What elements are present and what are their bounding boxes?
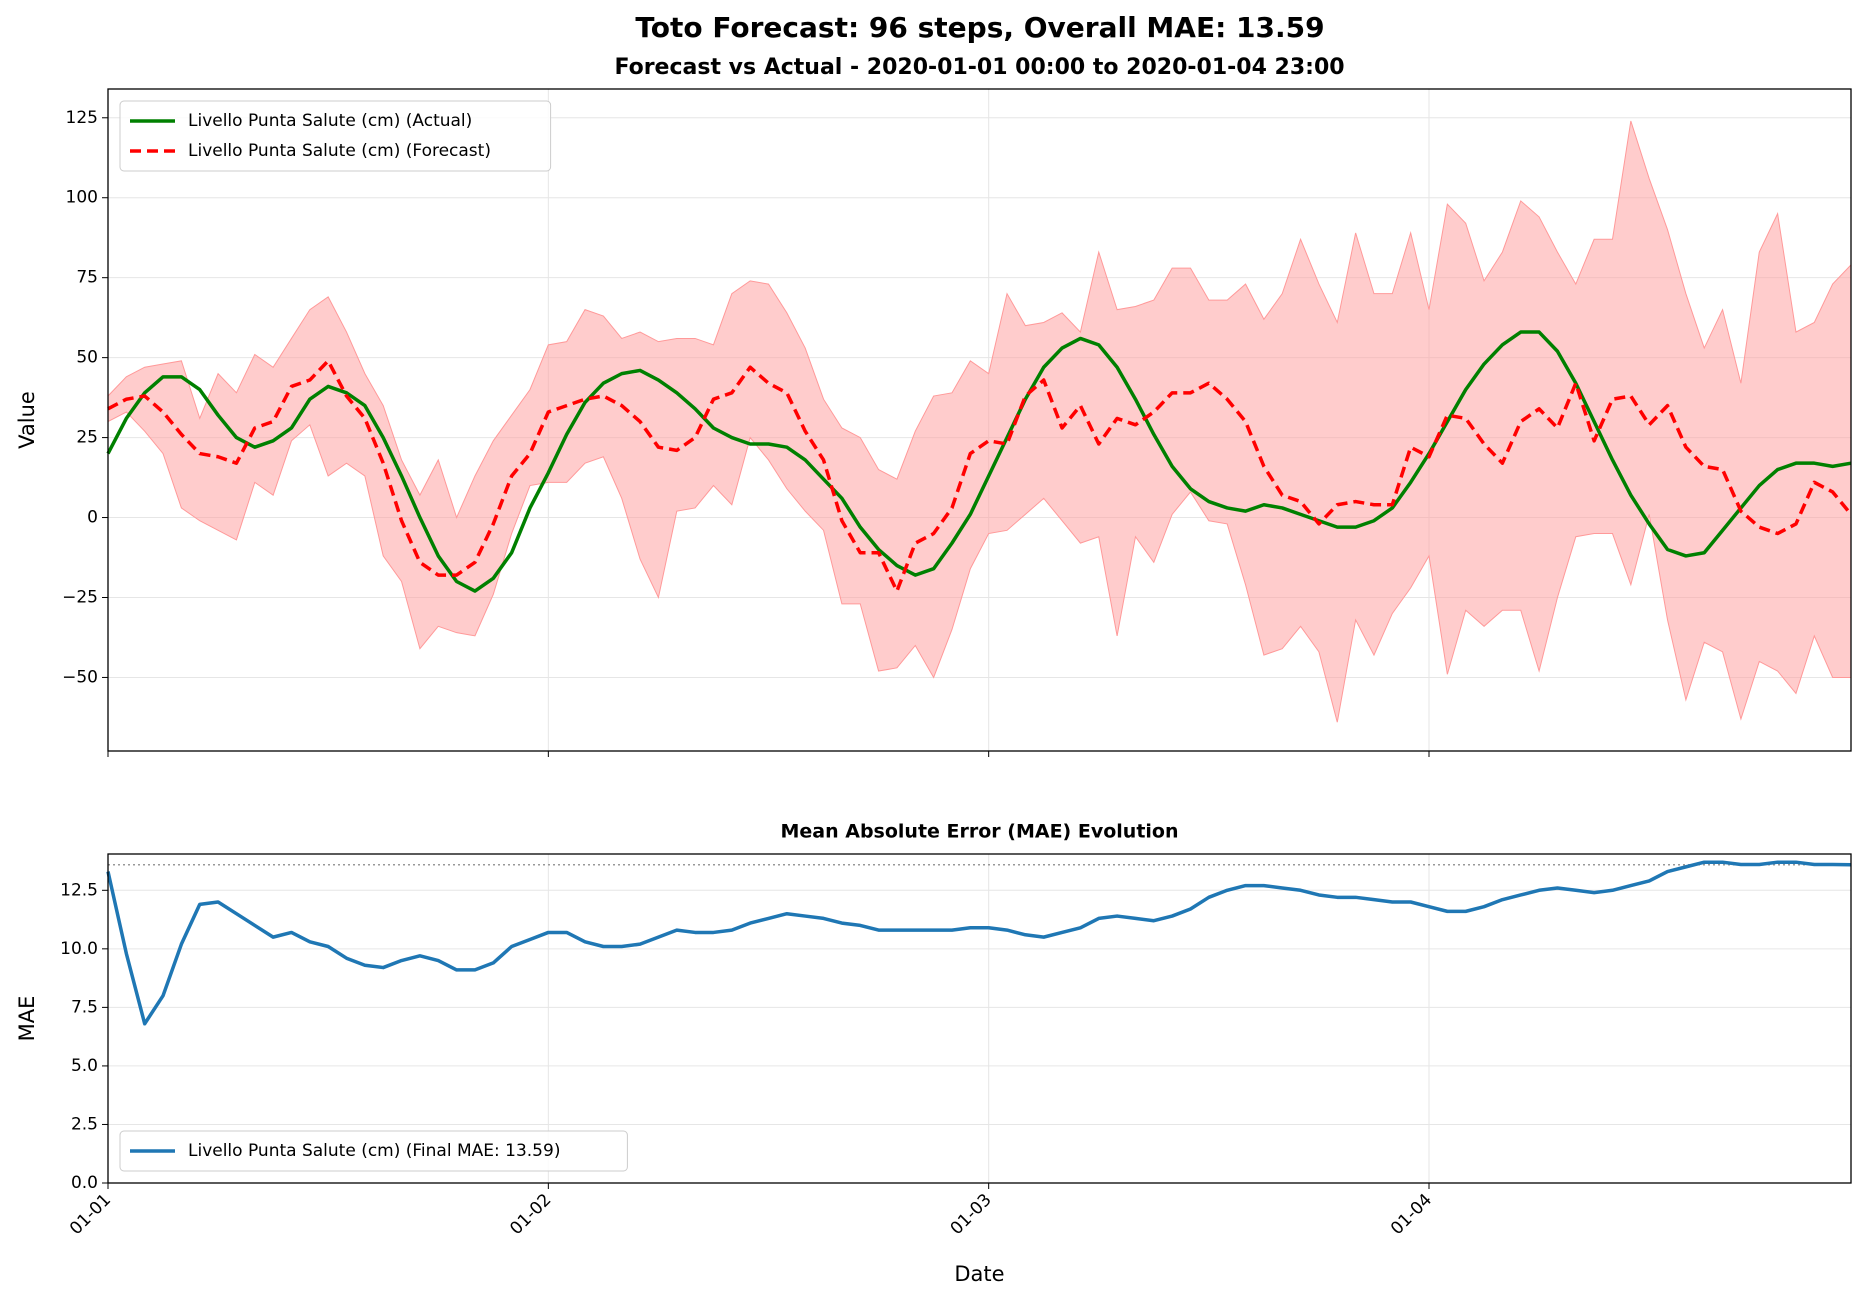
y-tick-label: 25 bbox=[76, 428, 98, 448]
legend: Livello Punta Salute (cm) (Final MAE: 13… bbox=[119, 1130, 628, 1172]
y-tick-label: 50 bbox=[76, 348, 98, 368]
y-tick-label: 0 bbox=[87, 508, 98, 528]
series-line bbox=[107, 359, 1853, 593]
y-axis-label: MAE bbox=[15, 996, 39, 1042]
y-tick-label: 100 bbox=[66, 188, 98, 208]
legend-label: Livello Punta Salute (cm) (Actual) bbox=[188, 111, 472, 131]
legend-label: Livello Punta Salute (cm) (Forecast) bbox=[188, 141, 491, 161]
series-line bbox=[106, 330, 1852, 593]
legend-label: Livello Punta Salute (cm) (Final MAE: 13… bbox=[188, 1141, 560, 1161]
axes-frame bbox=[107, 853, 1852, 1184]
series-line bbox=[106, 860, 1852, 1026]
y-axis-label: Value bbox=[15, 391, 39, 449]
y-tick-label: 7.5 bbox=[71, 997, 98, 1017]
y-tick-label: 10.0 bbox=[60, 939, 98, 959]
x-tick-label: 01-04 bbox=[1387, 1190, 1436, 1239]
legend: Livello Punta Salute (cm) (Actual) Livell… bbox=[119, 100, 552, 172]
y-tick-label: 0.0 bbox=[71, 1173, 98, 1193]
x-tick-label: 01-02 bbox=[506, 1190, 555, 1239]
y-tick-label: −25 bbox=[62, 587, 98, 607]
legend-box bbox=[119, 1130, 628, 1172]
y-tick-label: 5.0 bbox=[71, 1056, 98, 1076]
y-tick-label: −50 bbox=[62, 667, 98, 687]
y-tick-label: 2.5 bbox=[71, 1114, 98, 1134]
axes-frame bbox=[107, 88, 1852, 752]
x-tick-label: 01-03 bbox=[947, 1190, 996, 1239]
y-tick-label: 75 bbox=[76, 268, 98, 288]
x-tick-label: 01-01 bbox=[66, 1190, 115, 1239]
x-axis-label: Date bbox=[954, 1262, 1004, 1286]
legend-box bbox=[119, 100, 552, 172]
y-tick-label: 125 bbox=[66, 108, 98, 128]
y-tick-label: 12.5 bbox=[60, 880, 98, 900]
figure-title: Toto Forecast: 96 steps, Overall MAE: 13… bbox=[635, 11, 1324, 44]
axes-title: Mean Absolute Error (MAE) Evolution bbox=[780, 821, 1178, 843]
axes-title: Forecast vs Actual - 2020-01-01 00:00 to… bbox=[614, 55, 1344, 80]
